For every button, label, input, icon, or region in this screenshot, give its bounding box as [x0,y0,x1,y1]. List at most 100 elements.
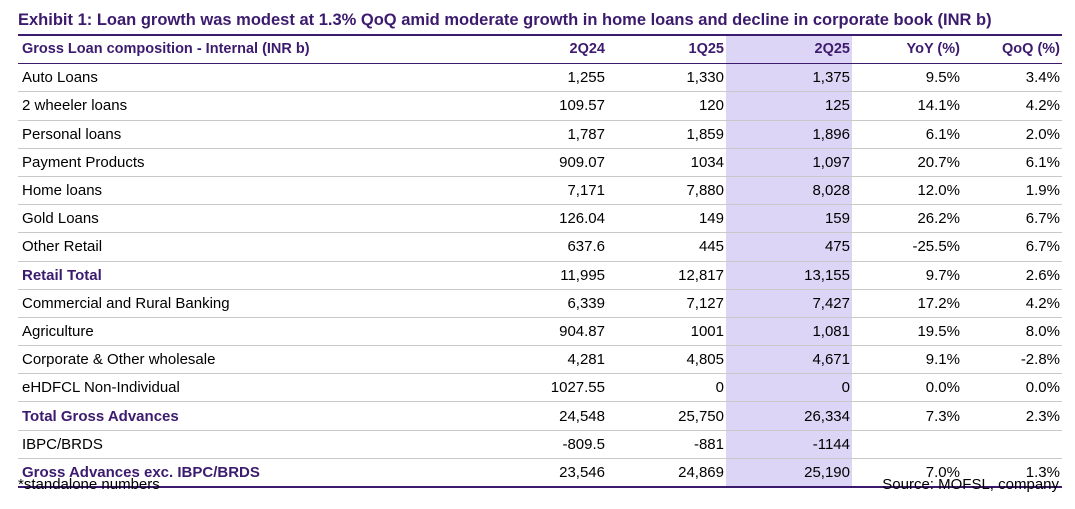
source-note: Source: MOFSL, company [882,476,1059,493]
cell-qoq: 6.7% [962,232,1062,261]
cell-qoq: 6.1% [962,147,1062,177]
cell-1q25: 25,750 [607,401,726,431]
table-row: Total Gross Advances 24,548 25,750 26,334 7.… [18,401,1062,431]
table-row: Agriculture 904.87 1001 1,081 19.5% 8.0% [18,316,1062,346]
cell-2q25: 1,375 [726,63,852,92]
column-header-yoy: YoY (%) [852,36,962,65]
cell-2q24: 1027.55 [330,373,607,402]
cell-2q25: 1,097 [726,147,852,177]
cell-2q25: 8,028 [726,175,852,205]
cell-yoy: 14.1% [852,91,962,121]
cell-yoy [852,429,962,459]
table-row: Payment Products 909.07 1034 1,097 20.7% 6.1% [18,147,1062,177]
cell-1q25: 120 [607,91,726,121]
cell-2q25: 4,671 [726,345,852,374]
cell-2q24: 637.6 [330,232,607,261]
cell-yoy: 9.5% [852,63,962,92]
column-header-qoq: QoQ (%) [962,36,1062,65]
cell-2q24: 1,255 [330,63,607,92]
cell-1q25: 0 [607,373,726,402]
row-label: Gold Loans [18,204,330,233]
table-body: Auto Loans 1,255 1,330 1,375 9.5% 3.4% 2 wheel… [18,63,1062,488]
cell-2q25: 25,190 [726,457,852,488]
cell-2q25: 125 [726,91,852,121]
cell-2q24: 24,548 [330,401,607,431]
cell-2q24: -809.5 [330,429,607,459]
row-label: Agriculture [18,316,330,346]
table-row: 2 wheeler loans 109.57 120 125 14.1% 4.2% [18,91,1062,121]
cell-yoy: 19.5% [852,316,962,346]
cell-1q25: 445 [607,232,726,261]
cell-1q25: 12,817 [607,260,726,290]
row-label: Gross Advances exc. IBPC/BRDS [18,457,330,488]
row-label: Auto Loans [18,63,330,92]
cell-yoy: 0.0% [852,373,962,402]
cell-qoq: 2.3% [962,401,1062,431]
cell-yoy: 12.0% [852,175,962,205]
cell-qoq: 4.2% [962,288,1062,318]
cell-1q25: 1001 [607,316,726,346]
cell-2q24: 7,171 [330,175,607,205]
cell-1q25: 1,330 [607,63,726,92]
cell-1q25: 4,805 [607,345,726,374]
cell-2q25: 1,896 [726,119,852,149]
column-header-label: Gross Loan composition - Internal (INR b… [18,36,330,65]
cell-2q24: 23,546 [330,457,607,488]
cell-2q24: 1,787 [330,119,607,149]
table-row: Retail Total 11,995 12,817 13,155 9.7% 2.6% [18,260,1062,290]
cell-2q25: 26,334 [726,401,852,431]
cell-1q25: 1034 [607,147,726,177]
cell-2q25: 475 [726,232,852,261]
row-label: Retail Total [18,260,330,290]
row-label: Commercial and Rural Banking [18,288,330,318]
cell-2q24: 4,281 [330,345,607,374]
cell-2q25: 1,081 [726,316,852,346]
cell-2q24: 109.57 [330,91,607,121]
row-label: Payment Products [18,147,330,177]
cell-qoq: 2.0% [962,119,1062,149]
row-label: Other Retail [18,232,330,261]
cell-qoq: 4.2% [962,91,1062,121]
cell-yoy: 20.7% [852,147,962,177]
cell-2q24: 909.07 [330,147,607,177]
row-label: Total Gross Advances [18,401,330,431]
cell-1q25: 149 [607,204,726,233]
cell-qoq: 3.4% [962,63,1062,92]
row-label: IBPC/BRDS [18,429,330,459]
table-row: Auto Loans 1,255 1,330 1,375 9.5% 3.4% [18,63,1062,92]
footnote: *standalone numbers [18,476,160,493]
table-header-row: Gross Loan composition - Internal (INR b… [18,36,1062,65]
cell-2q25: 159 [726,204,852,233]
cell-2q25: 7,427 [726,288,852,318]
cell-yoy: -25.5% [852,232,962,261]
cell-qoq: 6.7% [962,204,1062,233]
cell-qoq: 2.6% [962,260,1062,290]
cell-2q24: 126.04 [330,204,607,233]
table-row: Commercial and Rural Banking 6,339 7,127 7,… [18,288,1062,318]
cell-yoy: 7.0% [852,457,962,488]
cell-yoy: 6.1% [852,119,962,149]
cell-qoq: 1.3% [962,457,1062,488]
cell-yoy: 9.7% [852,260,962,290]
row-label: Home loans [18,175,330,205]
table-row: eHDFCL Non-Individual 1027.55 0 0 0.0% 0.0% [18,373,1062,402]
cell-1q25: 7,127 [607,288,726,318]
cell-2q24: 6,339 [330,288,607,318]
cell-qoq: -2.8% [962,345,1062,374]
cell-qoq: 0.0% [962,373,1062,402]
table-row: Corporate & Other wholesale 4,281 4,805 4,6… [18,345,1062,374]
cell-2q24: 11,995 [330,260,607,290]
table-row: Other Retail 637.6 445 475 -25.5% 6.7% [18,232,1062,261]
cell-2q25: 13,155 [726,260,852,290]
cell-yoy: 9.1% [852,345,962,374]
title-divider [18,34,1062,36]
cell-2q25: 0 [726,373,852,402]
row-label: Corporate & Other wholesale [18,345,330,374]
loan-composition-table: Gross Loan composition - Internal (INR b… [18,36,1062,488]
cell-1q25: 24,869 [607,457,726,488]
column-header-2q25: 2Q25 [726,36,852,65]
cell-1q25: -881 [607,429,726,459]
cell-yoy: 26.2% [852,204,962,233]
cell-yoy: 7.3% [852,401,962,431]
